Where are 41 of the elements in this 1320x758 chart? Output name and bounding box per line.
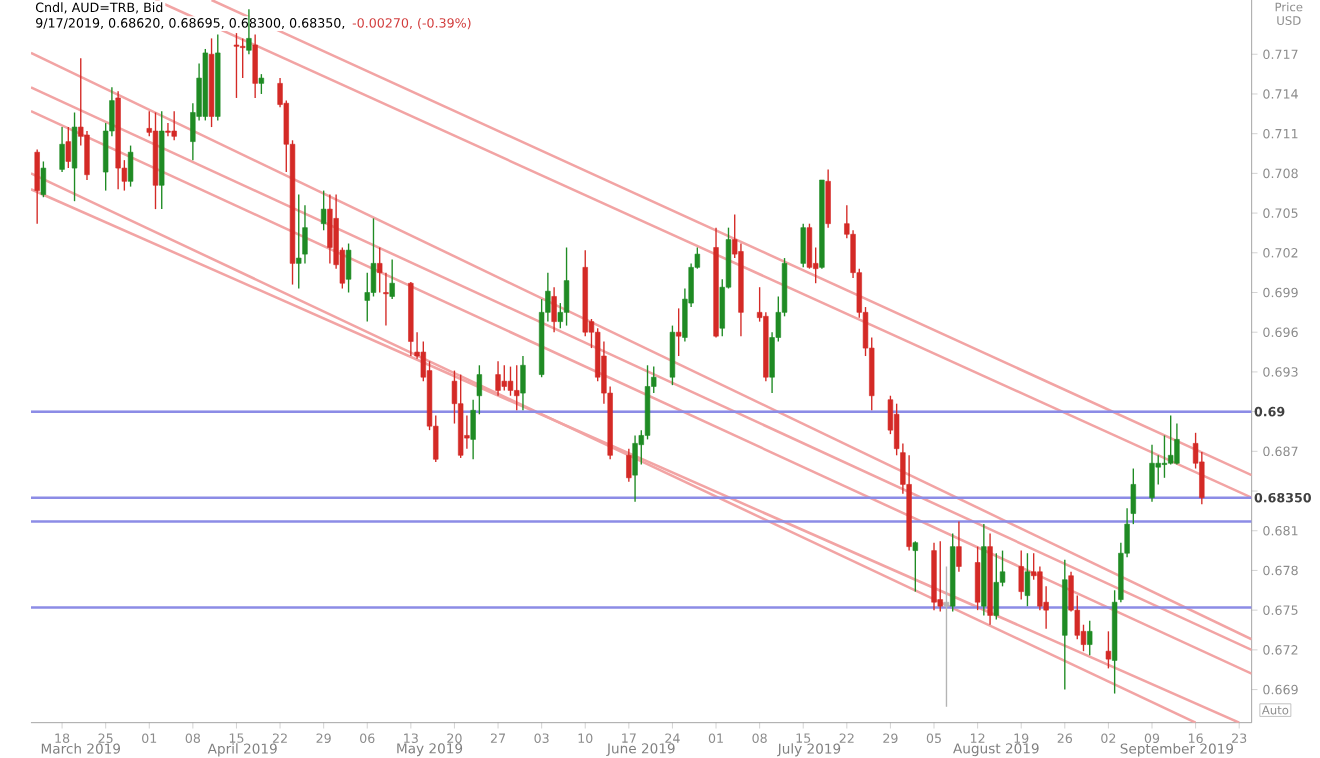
candlestick — [1018, 550, 1024, 601]
candlestick — [669, 325, 676, 386]
candlestick — [233, 32, 240, 99]
candlestick — [943, 565, 950, 708]
candlestick — [956, 520, 962, 573]
candlestick — [34, 148, 40, 225]
candlestick — [551, 286, 557, 333]
candlestick — [993, 552, 999, 621]
candlestick — [520, 355, 526, 412]
candlestick — [71, 111, 78, 202]
candlestick — [1087, 620, 1093, 656]
candlestick — [912, 540, 918, 593]
candlestick — [258, 73, 265, 95]
candlestick — [1174, 422, 1180, 466]
candlestick — [675, 307, 682, 357]
candlestick — [514, 364, 520, 412]
candlestick — [165, 122, 171, 138]
candlestick — [974, 546, 981, 611]
candlestick — [825, 168, 831, 229]
candlestick — [296, 193, 302, 290]
candlestick — [937, 540, 943, 613]
candlestick — [377, 246, 383, 294]
candlestick — [632, 434, 638, 503]
candlestick — [389, 258, 395, 300]
candlestick — [65, 126, 71, 169]
candlestick — [501, 364, 507, 392]
candlestick — [1105, 630, 1112, 670]
candlestick — [320, 189, 327, 232]
candlestick — [327, 193, 333, 265]
candlestick — [171, 110, 177, 142]
candlestick — [626, 448, 632, 483]
candlestick — [495, 360, 501, 397]
candlestick — [1024, 552, 1031, 607]
candlestick — [127, 144, 134, 188]
candlestick — [1149, 444, 1155, 503]
candlestick — [345, 242, 352, 294]
candlestick — [800, 223, 806, 269]
candlestick — [563, 246, 570, 327]
candlestick — [59, 126, 65, 173]
candlestick — [252, 33, 258, 99]
candlestick — [40, 160, 47, 198]
